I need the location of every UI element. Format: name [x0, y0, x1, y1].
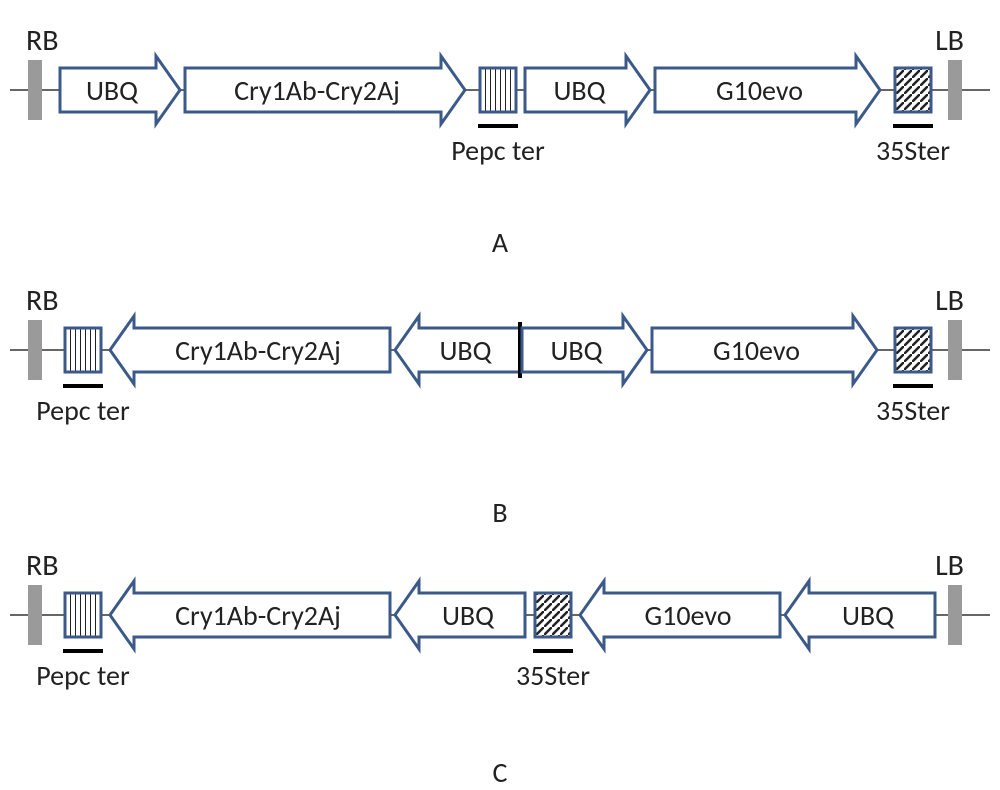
svg-text:RB: RB [26, 555, 59, 584]
panel-label-b: B [492, 495, 507, 530]
svg-text:Pepc ter: Pepc ter [451, 133, 545, 168]
svg-text:Pepc ter: Pepc ter [36, 658, 130, 693]
svg-text:RB: RB [26, 290, 59, 319]
svg-text:RB: RB [26, 30, 59, 59]
svg-text:UBQ: UBQ [550, 333, 603, 368]
construct-panel-a: RBLBUBQCry1Ab-Cry2AjPepc terUBQG10evo35S… [0, 30, 1000, 210]
svg-text:UBQ: UBQ [439, 333, 492, 368]
svg-text:G10evo: G10evo [716, 73, 803, 108]
construct-panel-b: RB LB Pepc ter Cry1Ab-Cry2Aj UBQ UBQ G10evo 35S… [0, 290, 1000, 470]
svg-text:LB: LB [935, 290, 964, 319]
svg-text:35Ster: 35Ster [516, 658, 590, 693]
svg-text:UBQ: UBQ [842, 598, 895, 633]
svg-text:Cry1Ab-Cry2Aj: Cry1Ab-Cry2Aj [175, 598, 341, 633]
panel-label-c: C [493, 755, 508, 790]
svg-text:G10evo: G10evo [713, 333, 800, 368]
svg-text:LB: LB [935, 30, 964, 59]
svg-text:UBQ: UBQ [553, 73, 606, 108]
svg-text:UBQ: UBQ [442, 598, 495, 633]
svg-text:35Ster: 35Ster [876, 393, 950, 428]
svg-text:35Ster: 35Ster [876, 133, 950, 168]
svg-text:Pepc ter: Pepc ter [36, 393, 130, 428]
svg-text:Cry1Ab-Cry2Aj: Cry1Ab-Cry2Aj [175, 333, 341, 368]
svg-text:LB: LB [935, 555, 964, 584]
svg-text:Cry1Ab-Cry2Aj: Cry1Ab-Cry2Aj [234, 73, 400, 108]
svg-text:G10evo: G10evo [645, 598, 732, 633]
svg-text:UBQ: UBQ [86, 73, 139, 108]
construct-panel-c: RB LB Pepc ter Cry1Ab-Cry2Aj UBQ 35Ster G10evo… [0, 555, 1000, 735]
panel-label-a: A [492, 225, 508, 260]
